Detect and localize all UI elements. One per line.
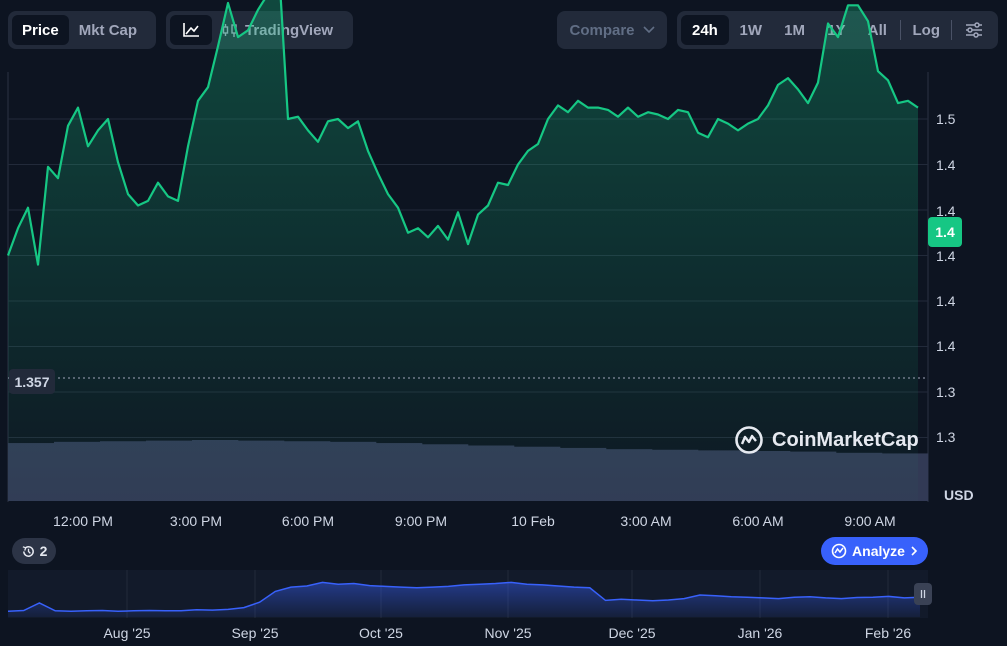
x-tick-label: 10 Feb [511, 513, 555, 529]
history-icon [22, 545, 34, 557]
navigator-tick-label: Jan '26 [738, 625, 783, 641]
navigator-tick-label: Dec '25 [608, 625, 655, 641]
sliders-icon [966, 22, 983, 38]
navigator-tick-label: Oct '25 [359, 625, 403, 641]
x-tick-label: 9:00 AM [844, 513, 895, 529]
y-tick-label: 1.4 [936, 293, 956, 309]
settings-divider [951, 20, 953, 40]
chevron-right-icon [911, 546, 918, 556]
x-tick-label: 6:00 AM [732, 513, 783, 529]
y-axis-labels: 1.5 1.4 1.4 1.4 1.4 1.4 1.3 1.3 [936, 111, 956, 445]
y-tick-label: 1.3 [936, 384, 956, 400]
navigator-tick-label: Sep '25 [231, 625, 278, 641]
analyze-button[interactable]: Analyze [821, 537, 928, 565]
brand-name: CoinMarketCap [772, 428, 919, 451]
x-tick-label: 3:00 PM [170, 513, 222, 529]
y-tick-label: 1.4 [936, 157, 956, 173]
navigator-tick-label: Nov '25 [484, 625, 531, 641]
coinmarketcap-watermark: CoinMarketCap [734, 425, 919, 455]
compare-dropdown[interactable]: Compare [557, 11, 667, 49]
range-1m[interactable]: 1M [784, 21, 806, 39]
tab-mkt-cap[interactable]: Mkt Cap [78, 21, 138, 39]
history-button[interactable]: 2 [12, 538, 56, 564]
price-line [6, 0, 919, 266]
range-all[interactable]: All [867, 21, 887, 39]
chevron-down-icon [642, 26, 655, 34]
navigator-area [8, 582, 920, 617]
y-tick-label: 1.5 [936, 111, 956, 127]
x-tick-label: 12:00 PM [53, 513, 113, 529]
log-toggle[interactable]: Log [912, 21, 941, 39]
range-divider [900, 20, 902, 40]
current-price-tag: 1.4 [928, 217, 962, 247]
navigator-labels: Aug '25 Sep '25 Oct '25 Nov '25 Dec '25 Jan '… [103, 625, 911, 641]
navigator-line [7, 581, 921, 612]
x-tick-label: 6:00 PM [282, 513, 334, 529]
history-count: 2 [39, 543, 48, 559]
y-tick-label: 1.3 [936, 429, 956, 445]
x-tick-label: 9:00 PM [395, 513, 447, 529]
tab-price[interactable]: Price [12, 15, 69, 45]
price-area [8, 0, 918, 501]
y-tick-label: 1.4 [936, 203, 956, 219]
start-price-tag: 1.357 [9, 369, 55, 394]
chart-settings-button[interactable] [954, 15, 994, 45]
line-chart-icon [183, 23, 199, 37]
range-24h[interactable]: 24h [681, 15, 729, 45]
x-axis-labels: 12:00 PM 3:00 PM 6:00 PM 9:00 PM 10 Feb 3:00 … [53, 513, 896, 529]
analyze-icon [831, 543, 847, 559]
drag-handle-icon [920, 590, 926, 598]
line-chart-button[interactable] [170, 15, 212, 45]
navigator-tick-label: Aug '25 [103, 625, 150, 641]
y-tick-label: 1.4 [936, 338, 956, 354]
navigator-handle[interactable] [914, 583, 932, 605]
navigator-tick-label: Feb '26 [865, 625, 911, 641]
y-tick-label: 1.4 [936, 248, 956, 264]
view-toggle: Price Mkt Cap [8, 11, 156, 49]
currency-label: USD [944, 487, 974, 503]
x-tick-label: 3:00 AM [620, 513, 671, 529]
analyze-label: Analyze [852, 543, 905, 559]
compare-label: Compare [569, 21, 635, 39]
coinmarketcap-logo-icon [735, 426, 763, 454]
range-1w[interactable]: 1W [739, 21, 763, 39]
